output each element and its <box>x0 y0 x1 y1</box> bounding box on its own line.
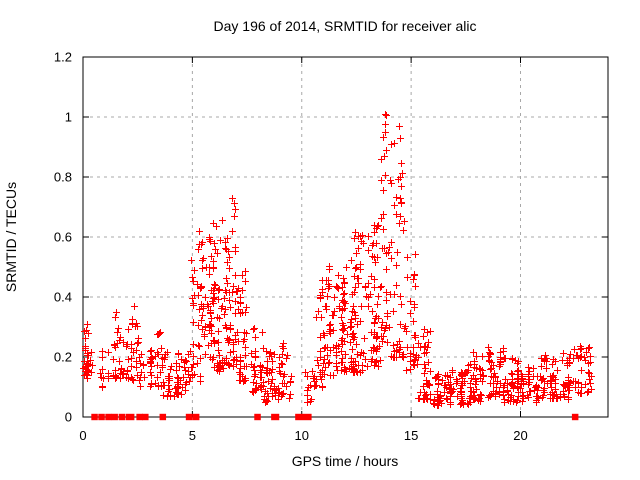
y-tick-label: 1.2 <box>54 50 72 65</box>
y-tick-label: 0.4 <box>54 290 72 305</box>
zero-value-markers <box>91 413 579 421</box>
tick-labels: 0 5 10 15 20 0 0.2 0.4 0.6 0.8 1 1.2 <box>54 50 528 444</box>
y-tick-label: 1 <box>65 110 72 125</box>
zero-value-bar <box>254 413 261 421</box>
y-tick-label: 0.6 <box>54 230 72 245</box>
zero-value-bar <box>271 413 280 421</box>
y-tick-label: 0 <box>65 410 72 425</box>
data-point-plus-markers <box>80 111 595 409</box>
x-tick-label: 0 <box>79 428 86 443</box>
chart-title: Day 196 of 2014, SRMTID for receiver ali… <box>214 18 477 34</box>
x-tick-label: 15 <box>404 428 418 443</box>
zero-value-bar <box>105 413 112 421</box>
zero-value-bar <box>98 413 105 421</box>
y-tick-label: 0.2 <box>54 350 72 365</box>
scatter-points <box>80 111 595 409</box>
y-axis-label: SRMTID / TECUs <box>3 182 19 292</box>
plot-border-and-ticks <box>82 56 609 418</box>
zero-value-bar <box>142 413 149 421</box>
x-tick-label: 10 <box>295 428 309 443</box>
x-tick-label: 20 <box>513 428 527 443</box>
zero-value-bar <box>192 413 200 421</box>
x-tick-label: 5 <box>189 428 196 443</box>
x-axis-label: GPS time / hours <box>292 453 399 469</box>
zero-value-bar <box>125 413 135 421</box>
zero-value-bar <box>111 413 118 421</box>
zero-value-bar <box>571 413 579 421</box>
zero-value-bar <box>118 413 126 421</box>
zero-value-bar <box>159 413 167 421</box>
y-tick-label: 0.8 <box>54 170 72 185</box>
zero-value-bar <box>136 413 143 421</box>
zero-value-bar <box>295 413 312 421</box>
zero-value-bar <box>91 413 98 421</box>
zero-value-bar <box>185 413 193 421</box>
